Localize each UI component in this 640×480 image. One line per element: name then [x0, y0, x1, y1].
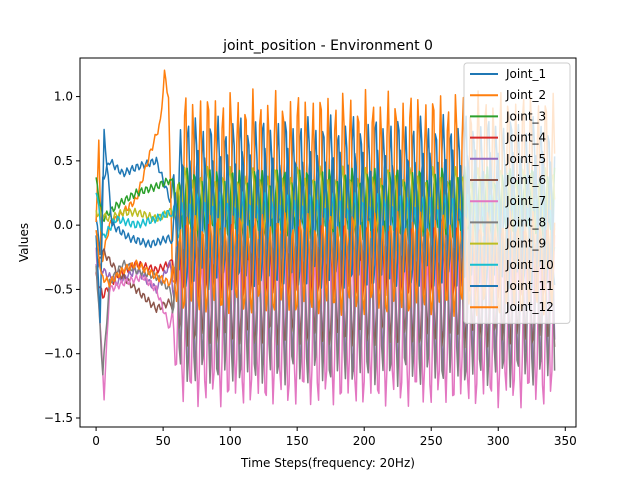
legend: Joint_1 Joint_2 Joint_3 Joint_4 Joint_5 Joint… [463, 62, 571, 324]
legend-label: Joint_7 [505, 194, 546, 208]
legend-label: Joint_2 [505, 88, 546, 102]
plot-frame [79, 57, 577, 428]
x-tick-label: 50 [155, 434, 170, 448]
y-axis-title: Values [17, 223, 31, 262]
x-tick-label: 100 [219, 434, 242, 448]
legend-label: Joint_5 [505, 152, 546, 166]
y-tick-label: −1.0 [44, 347, 73, 361]
y-axis: −1.5 −1.0 −0.5 0.0 0.5 1.0 [44, 90, 80, 425]
legend-label: Joint_11 [505, 279, 554, 293]
legend-box [463, 62, 571, 324]
legend-label: Joint_3 [505, 109, 546, 123]
legend-label: Joint_6 [505, 173, 546, 187]
x-axis: 0 50 100 150 200 250 300 350 [92, 427, 577, 448]
y-tick-label: 1.0 [54, 90, 73, 104]
x-axis-title: Time Steps(frequency: 20Hz) [240, 456, 415, 470]
legend-label: Joint_8 [505, 215, 546, 229]
x-tick-label: 250 [420, 434, 443, 448]
y-tick-label: −1.5 [44, 411, 73, 425]
legend-label: Joint_10 [505, 258, 554, 272]
chart-title: joint_position - Environment 0 [222, 38, 433, 54]
x-tick-label: 200 [353, 434, 376, 448]
y-tick-label: −0.5 [44, 282, 73, 296]
legend-label: Joint_4 [505, 131, 546, 145]
x-tick-label: 150 [286, 434, 309, 448]
x-tick-label: 300 [487, 434, 510, 448]
y-tick-label: 0.5 [54, 154, 73, 168]
legend-label: Joint_9 [505, 237, 546, 251]
legend-label: Joint_12 [505, 300, 554, 314]
legend-label: Joint_1 [505, 67, 546, 81]
x-tick-label: 0 [92, 434, 100, 448]
x-tick-label: 350 [554, 434, 577, 448]
y-tick-label: 0.0 [54, 218, 73, 232]
